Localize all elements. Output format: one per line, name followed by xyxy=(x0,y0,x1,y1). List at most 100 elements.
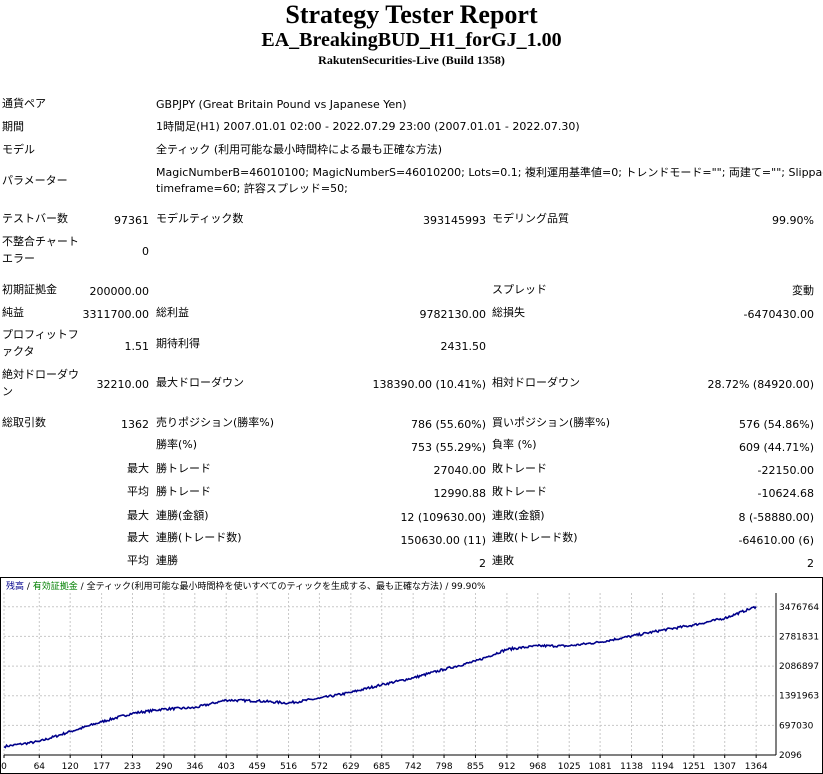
x-tick-label: 516 xyxy=(280,762,297,772)
x-tick-label: 1364 xyxy=(745,762,768,772)
spread-label: スプレッド xyxy=(492,283,547,296)
consecutive-loss-count-label: 連敗(トレード数) xyxy=(492,531,578,544)
x-tick-label: 572 xyxy=(311,762,328,772)
consecutive-losses-money-label: 連敗(金額) xyxy=(492,509,545,522)
y-tick-label: 2096 xyxy=(779,751,802,761)
balance-line xyxy=(3,605,757,749)
x-tick-label: 290 xyxy=(155,762,172,772)
balance-chart: 2096 697030 1391963 2086897 2781831 3476764 0… xyxy=(0,577,823,774)
test-bars-value: 97361 xyxy=(114,214,149,227)
average-consecutive-losses-label: 連敗 xyxy=(492,554,514,567)
maximal-drawdown-label: 最大ドローダウン xyxy=(156,376,244,389)
average-consecutive-wins-label: 連勝 xyxy=(156,554,178,567)
chart-border xyxy=(0,577,823,774)
symbol-label: 通貨ペア xyxy=(2,97,46,110)
server-build: RakutenSecurities-Live (Build 1358) xyxy=(318,53,505,67)
chart-series xyxy=(3,605,757,749)
legend-model: 全ティック(利用可能な最小時間枠を使いすべてのティックを生成する、最も正確な方法… xyxy=(87,580,443,592)
expected-payoff-value: 2431.50 xyxy=(440,340,487,353)
mismatch-errors-label-line-2: エラー xyxy=(2,252,35,265)
average-label: 平均 xyxy=(127,485,149,498)
loss-trades-value: 609 (44.71%) xyxy=(738,441,814,454)
model-value: 全ティック (利用可能な最小時間枠による最も正確な方法) xyxy=(156,143,443,156)
gross-profit-value: 9782130.00 xyxy=(419,308,486,321)
report-title: Strategy Tester Report xyxy=(285,0,538,29)
model-label: モデル xyxy=(2,143,35,156)
model-ticks-label: モデルティック数 xyxy=(156,212,244,225)
net-profit-value: 3311700.00 xyxy=(82,308,149,321)
x-tick-label: 346 xyxy=(186,762,203,772)
x-tick-label: 1025 xyxy=(558,762,581,772)
consecutive-wins-money-value: 12 (109630.00) xyxy=(400,511,486,524)
mismatch-errors-value: 0 xyxy=(142,245,149,258)
average-loss-trade-label: 敗トレード xyxy=(492,485,547,498)
parameters-line-2: timeframe=60; 許容スプレッド=50; xyxy=(156,182,348,195)
largest-profit-trade-label: 勝トレード xyxy=(156,462,211,475)
consecutive-losses-money-value: 8 (-58880.00) xyxy=(738,511,814,524)
gross-loss-value: -6470430.00 xyxy=(743,308,814,321)
net-profit-label: 純益 xyxy=(2,306,24,319)
average-consecutive-wins-value: 2 xyxy=(479,557,486,570)
consecutive-profit-count-label: 連勝(トレード数) xyxy=(156,531,242,544)
profit-factor-label-line-1: プロフィットフ xyxy=(2,328,79,341)
average-loss-trade-value: -10624.68 xyxy=(757,487,814,500)
relative-drawdown-value: 28.72% (84920.00) xyxy=(707,378,814,391)
symbol-value: GBPJPY (Great Britain Pound vs Japanese … xyxy=(156,98,407,111)
chart-legend: 残高 / 有効証拠金 / 全ティック(利用可能な最小時間枠を使いすべてのティック… xyxy=(6,580,486,592)
average-consecutive-losses-value: 2 xyxy=(807,557,814,570)
x-tick-label: 1251 xyxy=(682,762,705,772)
modelling-quality-value: 99.90% xyxy=(772,214,814,227)
long-positions-label: 買いポジション(勝率%) xyxy=(492,416,611,429)
parameters-line-1: MagicNumberB=46010100; MagicNumberS=4601… xyxy=(156,166,823,179)
gross-profit-label: 総利益 xyxy=(156,306,189,319)
profit-factor-label-line-2: ァクタ xyxy=(2,345,35,358)
short-positions-label: 売りポジション(勝率%) xyxy=(156,416,275,429)
x-tick-label: 968 xyxy=(529,762,546,772)
chart-y-axis: 2096 697030 1391963 2086897 2781831 3476764 xyxy=(775,593,819,761)
average-profit-trade-label: 勝トレード xyxy=(156,485,211,498)
mismatch-errors-label-line-1: 不整合チャート xyxy=(2,235,79,248)
x-tick-label: 855 xyxy=(467,762,484,772)
y-tick-label: 2781831 xyxy=(779,632,819,642)
maximal-drawdown-value: 138390.00 (10.41%) xyxy=(372,378,486,391)
chart-x-axis: 0 64 120 177 233 290 346 403 459 516 572 629 685 742 7… xyxy=(1,754,776,772)
x-tick-label: 912 xyxy=(498,762,515,772)
initial-deposit-label: 初期証拠金 xyxy=(2,283,57,296)
gross-loss-label: 総損失 xyxy=(492,306,525,319)
period-label: 期間 xyxy=(2,120,24,133)
x-tick-label: 120 xyxy=(62,762,79,772)
x-tick-label: 0 xyxy=(1,762,7,772)
profit-trades-label: 勝率(%) xyxy=(156,438,198,451)
profit-trades-value: 753 (55.29%) xyxy=(410,441,486,454)
legend-quality: / 99.90% xyxy=(443,582,487,592)
x-tick-label: 1307 xyxy=(713,762,736,772)
x-tick-label: 459 xyxy=(249,762,266,772)
absolute-drawdown-value: 32210.00 xyxy=(96,378,150,391)
largest-loss-trade-label: 敗トレード xyxy=(492,462,547,475)
y-tick-label: 697030 xyxy=(779,721,814,731)
average-consecutive-label: 平均 xyxy=(127,554,149,567)
largest-profit-trade-value: 27040.00 xyxy=(433,464,487,477)
spread-value: 変動 xyxy=(792,284,814,297)
loss-trades-label: 負率 (%) xyxy=(492,438,537,451)
x-tick-label: 64 xyxy=(34,762,46,772)
x-tick-label: 177 xyxy=(93,762,110,772)
total-trades-label: 総取引数 xyxy=(2,416,46,429)
relative-drawdown-label: 相対ドローダウン xyxy=(492,376,580,389)
legend-separator-1: / xyxy=(24,582,33,592)
largest-label: 最大 xyxy=(127,462,149,475)
initial-deposit-value: 200000.00 xyxy=(89,285,150,298)
average-profit-trade-value: 12990.88 xyxy=(433,487,487,500)
legend-separator-2: / xyxy=(78,582,87,592)
profit-factor-value: 1.51 xyxy=(124,340,150,353)
total-trades-value: 1362 xyxy=(121,418,149,431)
consecutive-profit-count-value: 150630.00 (11) xyxy=(400,534,486,547)
legend-equity: 有効証拠金 xyxy=(33,580,78,592)
x-tick-label: 742 xyxy=(405,762,422,772)
x-tick-label: 629 xyxy=(342,762,359,772)
largest-loss-trade-value: -22150.00 xyxy=(757,464,814,477)
x-tick-label: 403 xyxy=(218,762,235,772)
parameters-label: パラメーター xyxy=(2,174,68,187)
expert-advisor-name: EA_BreakingBUD_H1_forGJ_1.00 xyxy=(261,29,562,51)
absolute-drawdown-label-line-2: ン xyxy=(2,385,13,398)
